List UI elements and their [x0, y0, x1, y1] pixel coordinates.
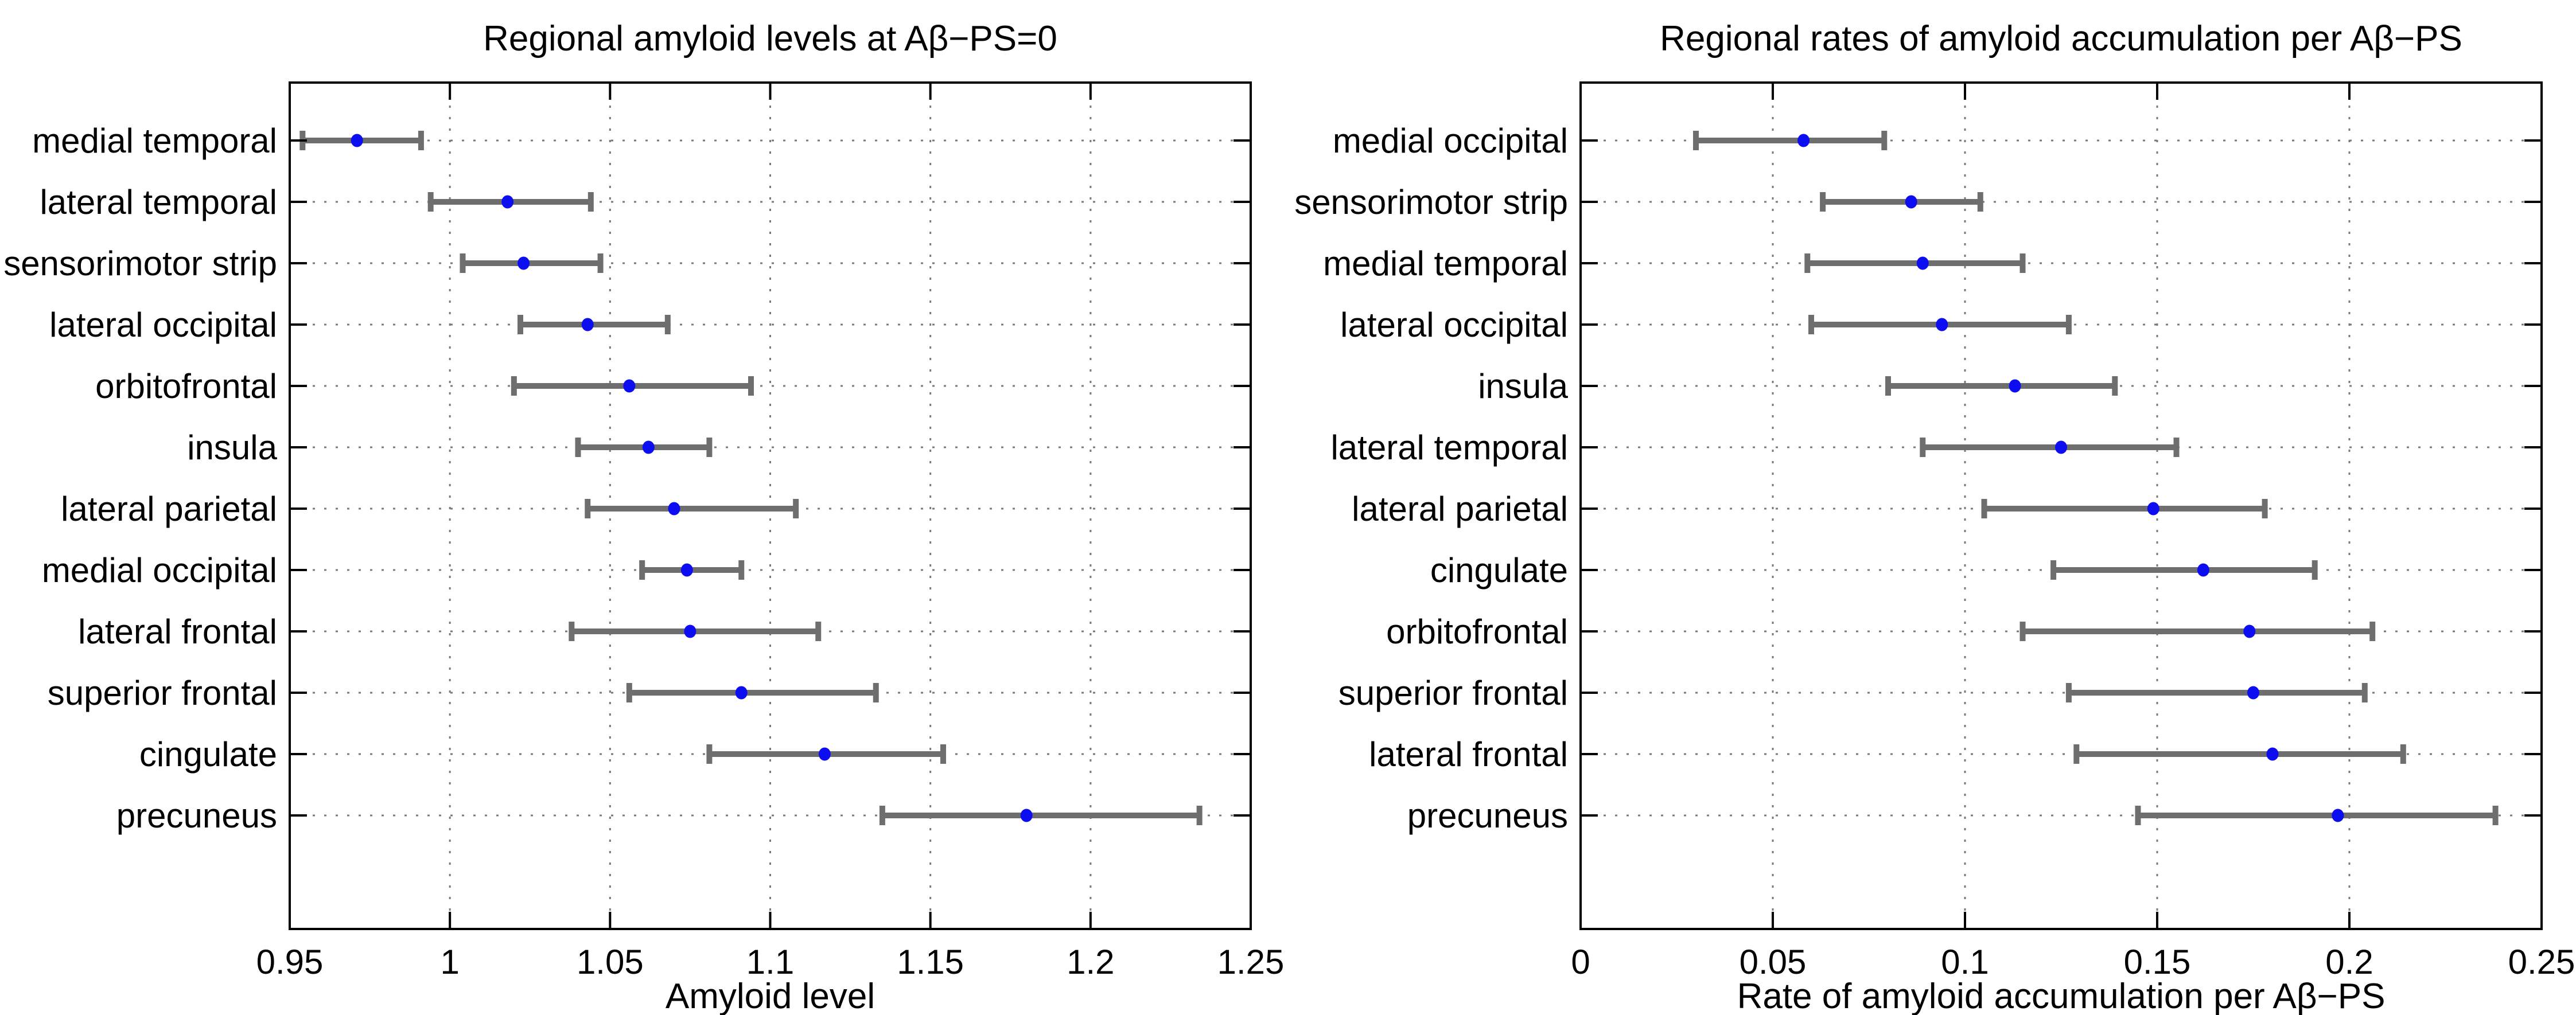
y-tick-label: sensorimotor strip	[3, 244, 277, 283]
y-tick-label: lateral temporal	[1330, 428, 1568, 467]
x-tick-label: 0.05	[1740, 943, 1807, 981]
y-tick-label: lateral parietal	[1352, 490, 1568, 528]
y-tick-label: precuneus	[116, 797, 277, 835]
x-tick-label: 0.1	[1941, 943, 1989, 981]
y-tick-label: precuneus	[1407, 797, 1568, 835]
data-point	[642, 440, 655, 454]
data-point	[351, 134, 363, 147]
chart-amyloid-levels: 0.95 1 1.05 1.1 1.15 1.2 1.25 medial temporal la…	[3, 19, 1285, 1015]
x-tick-label: 0.2	[2325, 943, 2373, 981]
data-point	[818, 747, 831, 761]
data-point	[680, 563, 693, 577]
y-tick-label: orbitofrontal	[1386, 612, 1568, 651]
data-point	[735, 686, 748, 700]
data-point	[2332, 809, 2344, 822]
y-tick-label: superior frontal	[48, 674, 277, 712]
data-point	[2009, 379, 2021, 393]
y-tick-label: sensorimotor strip	[1294, 183, 1568, 221]
data-point	[668, 502, 680, 516]
y-tick-label: medial temporal	[1323, 244, 1568, 283]
data-point	[2266, 747, 2279, 761]
y-tick-label: lateral occipital	[49, 306, 277, 344]
chart-background	[1288, 0, 2576, 1015]
data-point	[684, 624, 696, 638]
data-point	[1905, 195, 1917, 209]
y-tick-label: lateral parietal	[61, 490, 277, 528]
data-point	[517, 256, 530, 270]
axis-frame	[1579, 81, 2543, 930]
y-tick-label: medial occipital	[1333, 122, 1568, 160]
x-tick-label: 1.15	[897, 943, 964, 981]
y-tick-label: medial occipital	[42, 551, 277, 590]
y-tick-label: lateral frontal	[1369, 735, 1568, 774]
x-axis-label: Amyloid level	[666, 977, 875, 1015]
x-tick-label: 0.15	[2124, 943, 2191, 981]
y-tick-label: lateral occipital	[1340, 306, 1568, 344]
y-tick-label: orbitofrontal	[95, 367, 277, 405]
data-point	[2147, 502, 2159, 516]
y-tick-label: cingulate	[139, 735, 277, 774]
x-tick-label: 1.2	[1067, 943, 1114, 981]
data-point	[623, 379, 636, 393]
y-tick-label: cingulate	[1430, 551, 1568, 590]
data-point	[1936, 318, 1948, 331]
x-tick-label: 1	[440, 943, 459, 981]
y-tick-label: medial temporal	[32, 122, 277, 160]
data-point	[2243, 624, 2256, 638]
y-tick-label: insula	[1478, 367, 1568, 405]
data-point	[1797, 134, 1810, 147]
x-tick-label: 0.25	[2508, 943, 2575, 981]
y-tick-label: insula	[187, 428, 277, 467]
chart-title: Regional amyloid levels at Aβ−PS=0	[483, 19, 1057, 58]
chart-title: Regional rates of amyloid accumulation p…	[1660, 19, 2462, 58]
x-tick-label: 1.05	[577, 943, 644, 981]
chart-accumulation-rates: 0 0.05 0.1 0.15 0.2 0.25 medial occipital senso…	[1288, 0, 2576, 1015]
x-tick-label: 0.95	[256, 943, 324, 981]
x-tick-label: 1.25	[1217, 943, 1285, 981]
data-point	[2197, 563, 2209, 577]
y-tick-label: superior frontal	[1338, 674, 1568, 712]
x-tick-label: 1.1	[746, 943, 794, 981]
x-axis-label: Rate of amyloid accumulation per Aβ−PS	[1737, 977, 2386, 1015]
data-point	[2247, 686, 2259, 700]
data-point	[501, 195, 514, 209]
x-tick-label: 0	[1571, 943, 1590, 981]
data-point	[1916, 256, 1929, 270]
data-point	[2055, 440, 2067, 454]
y-tick-label: lateral temporal	[40, 183, 277, 221]
data-point	[581, 318, 594, 331]
data-point	[1020, 809, 1033, 822]
y-tick-label: lateral frontal	[78, 612, 277, 651]
